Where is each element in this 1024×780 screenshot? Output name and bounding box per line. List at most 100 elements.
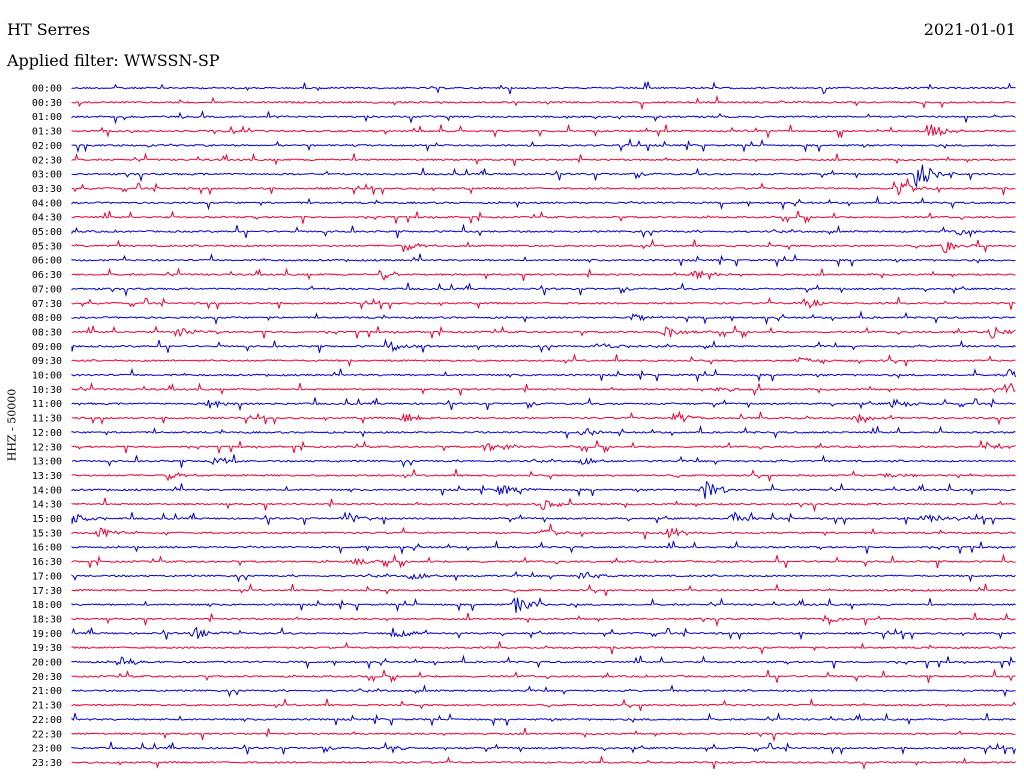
trace-line bbox=[71, 296, 1016, 311]
trace-line bbox=[71, 712, 1016, 727]
row-tick-label: 00:30 bbox=[32, 98, 62, 109]
trace-line bbox=[71, 223, 1016, 239]
trace-line bbox=[71, 596, 1016, 613]
row-tick-label: 03:30 bbox=[32, 184, 62, 195]
trace-line bbox=[71, 210, 1016, 225]
row-tick-label: 08:00 bbox=[32, 313, 62, 324]
trace-line bbox=[71, 454, 1016, 468]
row-tick-label: 13:30 bbox=[32, 471, 62, 482]
trace-line bbox=[71, 238, 1016, 254]
trace-line bbox=[71, 553, 1016, 569]
row-tick-label: 06:00 bbox=[32, 256, 62, 267]
row-tick-label: 05:00 bbox=[32, 227, 62, 238]
row-tick-label: 05:30 bbox=[32, 241, 62, 252]
trace-line bbox=[71, 81, 1016, 95]
trace-line bbox=[71, 353, 1016, 368]
row-tick-label: 23:00 bbox=[32, 744, 62, 755]
trace-line bbox=[71, 497, 1016, 513]
trace-line bbox=[71, 152, 1016, 167]
row-tick-label: 17:30 bbox=[32, 586, 62, 597]
row-tick-label: 15:00 bbox=[32, 514, 62, 525]
row-tick-label: 22:30 bbox=[32, 729, 62, 740]
trace-line bbox=[71, 123, 1016, 140]
date-label: 2021-01-01 bbox=[923, 20, 1016, 39]
row-tick-label: 03:00 bbox=[32, 170, 62, 181]
row-tick-label: 18:30 bbox=[32, 614, 62, 625]
row-tick-label: 11:30 bbox=[32, 414, 62, 425]
trace-line bbox=[71, 684, 1016, 698]
row-tick-label: 21:30 bbox=[32, 701, 62, 712]
trace-line bbox=[71, 253, 1016, 268]
row-tick-label: 20:00 bbox=[32, 658, 62, 669]
trace-line bbox=[71, 539, 1016, 555]
row-tick-label: 04:00 bbox=[32, 198, 62, 209]
row-tick-label: 10:30 bbox=[32, 385, 62, 396]
trace-line bbox=[71, 626, 1016, 641]
trace-line bbox=[71, 480, 1016, 499]
trace-line bbox=[71, 523, 1016, 540]
row-tick-label: 01:30 bbox=[32, 127, 62, 138]
trace-line bbox=[71, 282, 1016, 298]
trace-line bbox=[71, 338, 1016, 354]
trace-line bbox=[71, 697, 1016, 711]
trace-line bbox=[71, 410, 1016, 426]
trace-line bbox=[71, 756, 1016, 770]
trace-line bbox=[71, 641, 1016, 656]
trace-line bbox=[71, 741, 1016, 756]
row-tick-label: 07:00 bbox=[32, 284, 62, 295]
trace-line bbox=[71, 583, 1016, 597]
row-tick-label: 16:00 bbox=[32, 543, 62, 554]
trace-line bbox=[71, 178, 1016, 196]
trace-line bbox=[71, 440, 1016, 454]
trace-line bbox=[71, 94, 1016, 111]
row-tick-label: 02:30 bbox=[32, 155, 62, 166]
row-tick-label: 01:00 bbox=[32, 112, 62, 123]
station-title: HT Serres bbox=[7, 20, 91, 39]
row-tick-label: 07:30 bbox=[32, 299, 62, 310]
row-tick-label: 21:00 bbox=[32, 686, 62, 697]
trace-line bbox=[71, 310, 1016, 326]
row-tick-label: 14:30 bbox=[32, 500, 62, 511]
row-tick-label: 16:30 bbox=[32, 557, 62, 568]
trace-line bbox=[71, 511, 1016, 526]
trace-line bbox=[71, 367, 1016, 383]
trace-line bbox=[71, 424, 1016, 440]
trace-line bbox=[71, 267, 1016, 281]
trace-line bbox=[71, 468, 1016, 482]
row-tick-label: 08:30 bbox=[32, 327, 62, 338]
row-tick-label: 13:00 bbox=[32, 457, 62, 468]
trace-line bbox=[71, 397, 1016, 412]
trace-line bbox=[71, 668, 1016, 684]
row-tick-label: 19:30 bbox=[32, 643, 62, 654]
row-tick-label: 09:30 bbox=[32, 356, 62, 367]
row-tick-label: 04:30 bbox=[32, 213, 62, 224]
row-tick-label: 12:00 bbox=[32, 428, 62, 439]
row-tick-label: 18:00 bbox=[32, 600, 62, 611]
row-tick-label: 11:00 bbox=[32, 399, 62, 410]
row-tick-label: 20:30 bbox=[32, 672, 62, 683]
row-tick-label: 15:30 bbox=[32, 528, 62, 539]
row-tick-label: 06:30 bbox=[32, 270, 62, 281]
trace-line bbox=[71, 164, 1016, 189]
row-tick-label: 14:00 bbox=[32, 485, 62, 496]
filter-label: Applied filter: WWSSN-SP bbox=[7, 51, 220, 70]
trace-line bbox=[71, 612, 1016, 628]
row-tick-label: 00:00 bbox=[32, 84, 62, 95]
trace-line bbox=[71, 195, 1016, 211]
row-tick-label: 22:00 bbox=[32, 715, 62, 726]
row-tick-label: 02:00 bbox=[32, 141, 62, 152]
row-tick-label: 17:00 bbox=[32, 571, 62, 582]
trace-line bbox=[71, 325, 1016, 339]
trace-line bbox=[71, 110, 1016, 125]
trace-line bbox=[71, 570, 1016, 583]
row-tick-label: 19:00 bbox=[32, 629, 62, 640]
row-tick-label: 23:30 bbox=[32, 758, 62, 769]
row-tick-label: 12:30 bbox=[32, 442, 62, 453]
trace-line bbox=[71, 382, 1016, 397]
row-tick-label: 09:00 bbox=[32, 342, 62, 353]
row-tick-label: 10:00 bbox=[32, 371, 62, 382]
trace-line bbox=[71, 727, 1016, 743]
trace-line bbox=[71, 137, 1016, 154]
trace-line bbox=[71, 654, 1016, 670]
